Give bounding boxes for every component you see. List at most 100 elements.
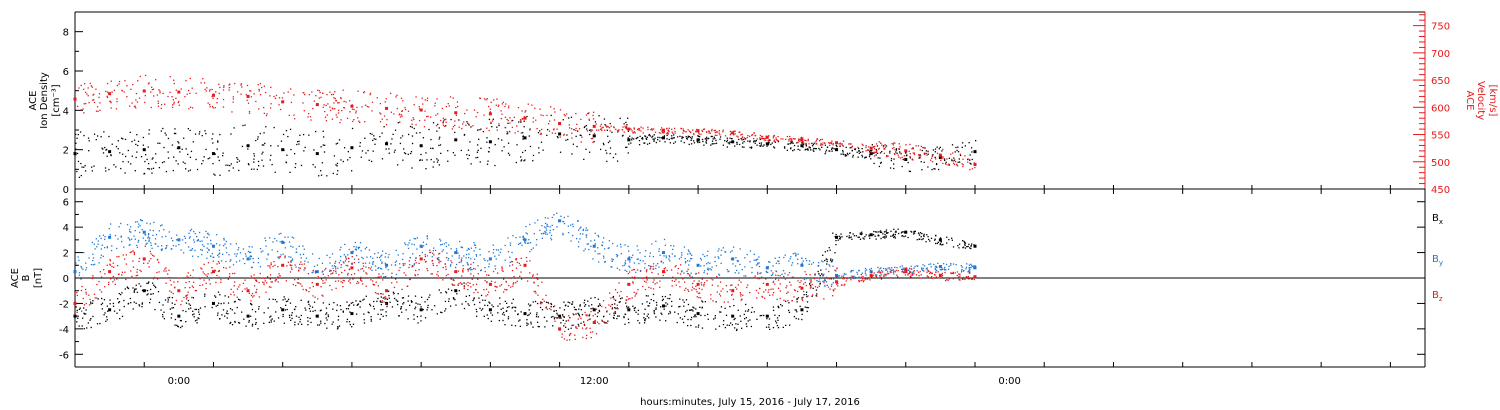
bx-dot [793, 315, 796, 318]
bz-dot [897, 276, 899, 278]
velocity-dot [424, 99, 426, 101]
by-dot [541, 237, 544, 240]
bx-dot [514, 306, 516, 308]
by-dot [280, 254, 282, 256]
density-dot [583, 158, 585, 161]
density-dot [394, 149, 396, 151]
bx-dot [217, 291, 220, 293]
density-dot [419, 159, 421, 162]
bz-dot [711, 284, 714, 286]
by-dot [579, 227, 581, 230]
density-dot [178, 142, 180, 144]
bx-dot [913, 231, 915, 233]
bx-dot [294, 308, 296, 310]
density-dot [336, 165, 338, 167]
bx-dot [162, 304, 164, 306]
by-dot [901, 265, 903, 267]
velocity-dot [836, 142, 838, 144]
xtick-label-0: 0:00 [168, 376, 190, 387]
by-dot [714, 260, 716, 263]
by-dot [583, 250, 585, 252]
velocity-dot [559, 109, 562, 111]
bz-dot [270, 286, 272, 288]
density-dot [711, 135, 713, 138]
by-dot [880, 274, 882, 276]
density-point [108, 150, 112, 154]
bx-dot [177, 325, 179, 328]
bx-dot [744, 318, 746, 320]
velocity-dot [680, 127, 683, 130]
by-point [246, 257, 250, 261]
velocity-dot [413, 104, 415, 106]
by-dot [819, 278, 821, 280]
by-dot [484, 259, 486, 262]
bx-dot [550, 306, 552, 308]
density-dot [233, 127, 235, 129]
bz-dot [631, 269, 633, 271]
density-dot [546, 134, 548, 136]
by-dot [468, 253, 470, 255]
density-dot [783, 146, 786, 148]
by-dot [467, 264, 469, 266]
density-dot [529, 128, 531, 130]
density-dot [846, 152, 849, 155]
velocity-point [315, 103, 319, 107]
bx-dot [573, 313, 575, 316]
by-dot [945, 263, 948, 266]
velocity-dot [171, 96, 173, 98]
by-dot [534, 222, 536, 224]
velocity-dot [522, 118, 524, 120]
density-dot [585, 148, 587, 150]
density-dot [470, 126, 472, 128]
by-dot [183, 235, 186, 238]
velocity-dot [877, 148, 880, 150]
by-dot [477, 265, 479, 267]
by-dot [727, 270, 729, 273]
velocity-dot [724, 135, 727, 137]
bx-dot [838, 238, 841, 240]
density-dot [697, 141, 699, 144]
by-dot [368, 262, 371, 264]
velocity-dot [800, 136, 803, 139]
density-dot [754, 142, 756, 144]
velocity-dot [466, 122, 469, 125]
by-dot [370, 266, 373, 268]
velocity-dot [457, 105, 459, 108]
by-dot [819, 277, 822, 279]
density-dot [959, 154, 962, 157]
density-dot [690, 139, 692, 142]
density-dot [174, 128, 176, 130]
bx-dot [904, 235, 907, 237]
velocity-dot [547, 123, 550, 125]
by-dot [145, 239, 147, 242]
by-dot [236, 253, 238, 255]
velocity-dot [116, 84, 119, 87]
density-dot [622, 134, 624, 137]
bx-dot [545, 301, 548, 303]
density-dot [811, 145, 814, 147]
bx-dot [372, 305, 375, 308]
bz-dot [450, 260, 452, 262]
bz-dot [935, 276, 938, 278]
bx-dot [745, 303, 747, 306]
bx-dot [465, 300, 467, 303]
density-dot [831, 150, 833, 152]
by-dot [242, 248, 245, 250]
bz-dot [908, 272, 910, 275]
bx-dot [560, 317, 562, 319]
by-dot [916, 265, 918, 267]
by-dot [102, 255, 104, 257]
density-dot [570, 116, 573, 118]
density-dot [812, 143, 815, 146]
by-dot [277, 250, 279, 253]
by-dot [580, 226, 582, 228]
density-dot [421, 159, 423, 161]
by-dot [968, 271, 970, 273]
bz-dot [165, 282, 167, 284]
density-dot [861, 156, 864, 158]
by-dot [604, 260, 606, 263]
by-dot [551, 224, 553, 227]
density-dot [274, 171, 276, 173]
by-dot [142, 237, 145, 239]
bz-dot [121, 274, 123, 276]
